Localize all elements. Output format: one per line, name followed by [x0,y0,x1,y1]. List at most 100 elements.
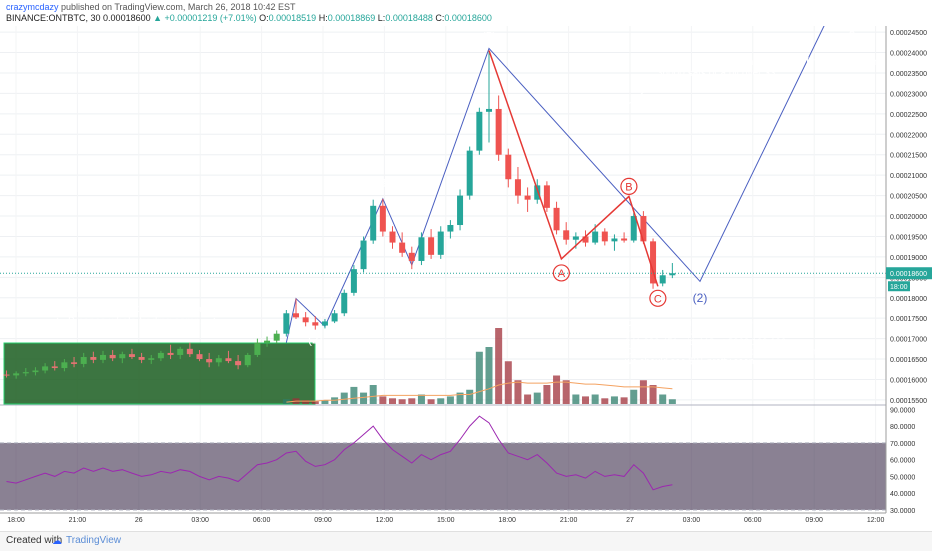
time-tick-label: 18:00 [498,517,516,524]
close-value: 0.00018600 [444,13,492,23]
wave-label: (2) [308,333,323,347]
volume-bar [659,394,667,404]
candle-body [206,359,213,363]
candle-body [466,150,473,196]
price-pane [0,26,886,404]
channel-note-arrow [45,317,59,333]
price-tick-label: 0.00017500 [890,316,927,323]
created-with-label: Created with [6,535,63,546]
wave5-note-arrow [625,86,651,107]
candle-body [630,216,637,241]
price-tick-label: 0.00023000 [890,91,927,98]
time-tag: 18:00 [890,284,908,291]
time-tick-label: 15:00 [437,517,455,524]
wave-label: (3) [376,176,391,190]
time-tick-label: 06:00 [744,517,762,524]
candle-body [225,358,232,362]
rsi-tick-label: 80.0000 [890,424,915,431]
rsi-tick-label: 30.0000 [890,508,915,515]
volume-bar [427,399,435,404]
tradingview-logo-icon[interactable]: ☁ [52,536,62,547]
candle-body [486,108,492,112]
price-tick-label: 0.00022500 [890,112,927,119]
candle-body [437,231,444,255]
price-tick-label: 0.00021000 [890,173,927,180]
candle-body [100,354,106,360]
low-label: L: [377,13,386,23]
time-tick-label: 09:00 [314,517,332,524]
volume-bar [524,394,532,404]
volume-bar [639,380,647,404]
publish-info: published on TradingView.com, March 26, … [58,2,296,12]
channel-note-line: Binance whale trading comp. [68,315,203,327]
volume-bar [591,394,599,404]
volume-bar [282,399,290,404]
candle-body [350,269,357,293]
accumulation-channel [3,342,316,405]
volume-bar [649,385,657,404]
candle-body [360,240,367,270]
candle-body [341,292,348,314]
price-tick-label: 0.00020500 [890,194,927,201]
candle-body [418,237,425,261]
volume-bar [572,394,580,404]
wave-label: (5) [482,30,497,44]
candle-body [32,370,39,373]
candle-body [447,225,454,232]
candle-body [71,362,78,364]
abc-label: C [654,293,662,305]
candle-body [640,216,647,242]
candle-body [244,354,251,366]
candle-body [659,275,666,284]
volume-bar [582,396,589,404]
time-tick-label: 26 [135,517,143,524]
author-link[interactable]: crazymcdazy [6,2,59,12]
abc-circle [649,289,667,307]
time-tick-label: 21:00 [560,517,578,524]
candle-body [13,373,20,376]
candle-body [157,352,164,359]
candle-body [650,241,657,284]
volume-bar [553,375,561,404]
candle-body [273,333,280,341]
abc-correction-path [488,50,659,287]
tradingview-brand[interactable]: TradingView [66,535,122,546]
candle-body [534,185,541,200]
volume-bar [668,399,676,404]
candle-body [379,205,386,232]
projection-wave-path [285,26,825,343]
volume-bar [417,394,425,404]
time-tick-label: 21:00 [69,517,87,524]
rsi-tick-label: 90.0000 [890,407,915,414]
time-tick-label: 03:00 [191,517,209,524]
price-chart[interactable]: (1) (2) (3) (4) (5) A B C (2) First accumulation … [0,26,932,531]
volume-bar [340,392,348,404]
abc-label: B [625,181,632,193]
channel-note-arrow [213,317,225,333]
volume-bar [369,385,377,404]
time-tick-label: 12:00 [376,517,394,524]
candle-body [582,236,589,243]
time-marker [888,281,910,292]
candle-body [138,357,145,360]
candle-body [389,231,396,243]
volume-bar [360,392,368,404]
channel-note-line: First accumulation channel after [68,303,217,315]
volume-bar [620,397,628,404]
last-price: 0.00018600 [103,13,151,23]
low-value: 0.00018488 [385,13,433,23]
symbol-label[interactable]: BINANCE:ONTBTC, 30 [6,13,101,23]
supply-note-line: Ontology IMO deserves a multi billion do… [625,347,858,358]
candle-body [408,252,415,261]
supply-note-line: Current circulating supply of ONT [625,318,766,329]
volume-bar [514,380,522,404]
volume-bar [562,380,570,404]
abc-circle [620,177,638,196]
candle-body [148,358,155,360]
price-change: ▲ +0.00001219 (+7.01%) [153,13,257,23]
rsi-tick-label: 70.0000 [890,441,915,448]
rsi-line [6,415,673,491]
volume-bar [437,398,445,404]
volume-bar [398,399,406,404]
candle-body [399,242,406,253]
